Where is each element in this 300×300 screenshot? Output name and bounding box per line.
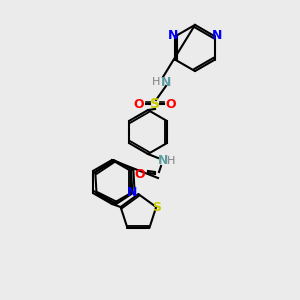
Text: S: S bbox=[150, 97, 160, 111]
Text: N: N bbox=[127, 187, 137, 200]
Text: H: H bbox=[167, 156, 175, 166]
Text: S: S bbox=[152, 200, 161, 214]
Text: O: O bbox=[135, 167, 145, 181]
Text: N: N bbox=[158, 154, 168, 167]
Text: N: N bbox=[161, 76, 171, 88]
Text: O: O bbox=[134, 98, 144, 110]
Text: N: N bbox=[168, 29, 178, 42]
Text: N: N bbox=[212, 29, 222, 42]
Text: O: O bbox=[166, 98, 176, 110]
Text: H: H bbox=[152, 77, 160, 87]
